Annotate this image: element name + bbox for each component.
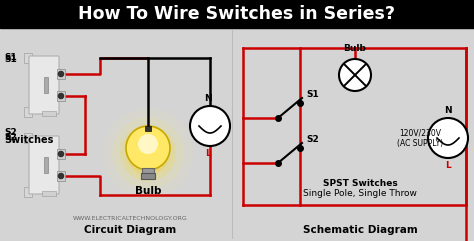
Text: Single Pole, Single Throw: Single Pole, Single Throw — [303, 188, 417, 198]
Text: S1: S1 — [306, 90, 319, 99]
Bar — [24, 53, 32, 63]
Bar — [142, 168, 154, 173]
Text: S2: S2 — [4, 134, 17, 142]
Bar — [44, 157, 48, 173]
Circle shape — [58, 173, 64, 179]
Bar — [42, 191, 56, 196]
Bar — [24, 133, 32, 143]
Bar — [42, 111, 56, 116]
Bar — [145, 126, 151, 131]
Circle shape — [120, 125, 176, 181]
Bar — [24, 107, 32, 117]
Bar — [0, 0, 474, 28]
Circle shape — [339, 59, 371, 91]
Text: N: N — [444, 106, 452, 115]
Text: N: N — [204, 94, 212, 103]
Text: WWW.ELECTRICALTECHNOLOGY.ORG: WWW.ELECTRICALTECHNOLOGY.ORG — [73, 215, 187, 221]
Circle shape — [58, 71, 64, 77]
Text: Schematic Diagram: Schematic Diagram — [302, 225, 418, 235]
Circle shape — [126, 126, 170, 170]
Circle shape — [190, 106, 230, 146]
Text: S1: S1 — [4, 54, 17, 62]
Bar — [57, 91, 65, 101]
Circle shape — [112, 117, 184, 189]
Circle shape — [126, 131, 170, 175]
Bar — [24, 187, 32, 197]
Bar — [141, 173, 155, 179]
Text: SPST Switches: SPST Switches — [323, 179, 397, 187]
Text: L: L — [205, 149, 211, 158]
Circle shape — [428, 118, 468, 158]
FancyBboxPatch shape — [29, 56, 59, 114]
FancyBboxPatch shape — [29, 136, 59, 194]
Text: Bulb: Bulb — [135, 186, 161, 196]
Text: Bulb: Bulb — [344, 44, 366, 53]
Bar — [57, 69, 65, 79]
Text: Circuit Diagram: Circuit Diagram — [84, 225, 176, 235]
Circle shape — [103, 108, 193, 198]
Bar — [57, 149, 65, 159]
Text: S2: S2 — [4, 128, 17, 137]
Text: L: L — [445, 161, 451, 170]
Text: How To Wire Switches in Series?: How To Wire Switches in Series? — [79, 5, 395, 23]
Circle shape — [58, 151, 64, 157]
Text: 120V/230V
(AC SUPPLY): 120V/230V (AC SUPPLY) — [397, 128, 443, 148]
Text: Switches: Switches — [4, 135, 54, 145]
Circle shape — [58, 93, 64, 99]
Circle shape — [138, 134, 158, 154]
Text: S2: S2 — [306, 135, 319, 144]
Bar — [44, 77, 48, 93]
Text: S1: S1 — [4, 55, 17, 64]
Bar — [57, 171, 65, 181]
